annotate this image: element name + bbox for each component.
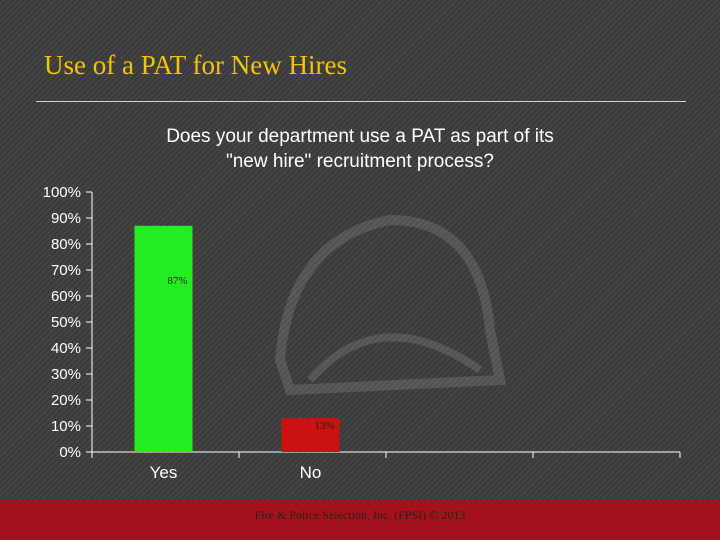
slide-title: Use of a PAT for New Hires — [44, 50, 347, 80]
helmet-watermark-icon — [274, 214, 507, 396]
bar-no — [281, 418, 340, 452]
y-tick-label: 90% — [51, 210, 81, 227]
y-tick-label: 70% — [51, 262, 81, 279]
y-tick-label: 40% — [51, 340, 81, 357]
data-label: 13% — [314, 420, 334, 432]
x-category-label: Yes — [150, 463, 178, 482]
data-label: 87% — [167, 275, 187, 287]
y-tick-label: 60% — [51, 288, 81, 305]
chart-title: Does your department use a PAT as part o… — [60, 124, 660, 174]
chart-title-line-2: "new hire" recruitment process? — [226, 151, 494, 172]
y-tick-label: 80% — [51, 236, 81, 253]
y-tick-label: 50% — [51, 314, 81, 331]
footer-text: Fire & Police Selection, Inc. (FPSI) © 2… — [254, 508, 466, 522]
title-divider — [36, 101, 686, 102]
bar-yes — [134, 225, 193, 452]
x-category-label: No — [300, 463, 322, 482]
y-tick-label: 0% — [59, 444, 81, 461]
footer-bar — [0, 500, 720, 540]
chart-title-line-1: Does your department use a PAT as part o… — [166, 126, 554, 147]
y-tick-label: 20% — [51, 392, 81, 409]
y-tick-label: 100% — [43, 184, 81, 201]
y-tick-label: 10% — [51, 418, 81, 435]
y-tick-label: 30% — [51, 366, 81, 383]
